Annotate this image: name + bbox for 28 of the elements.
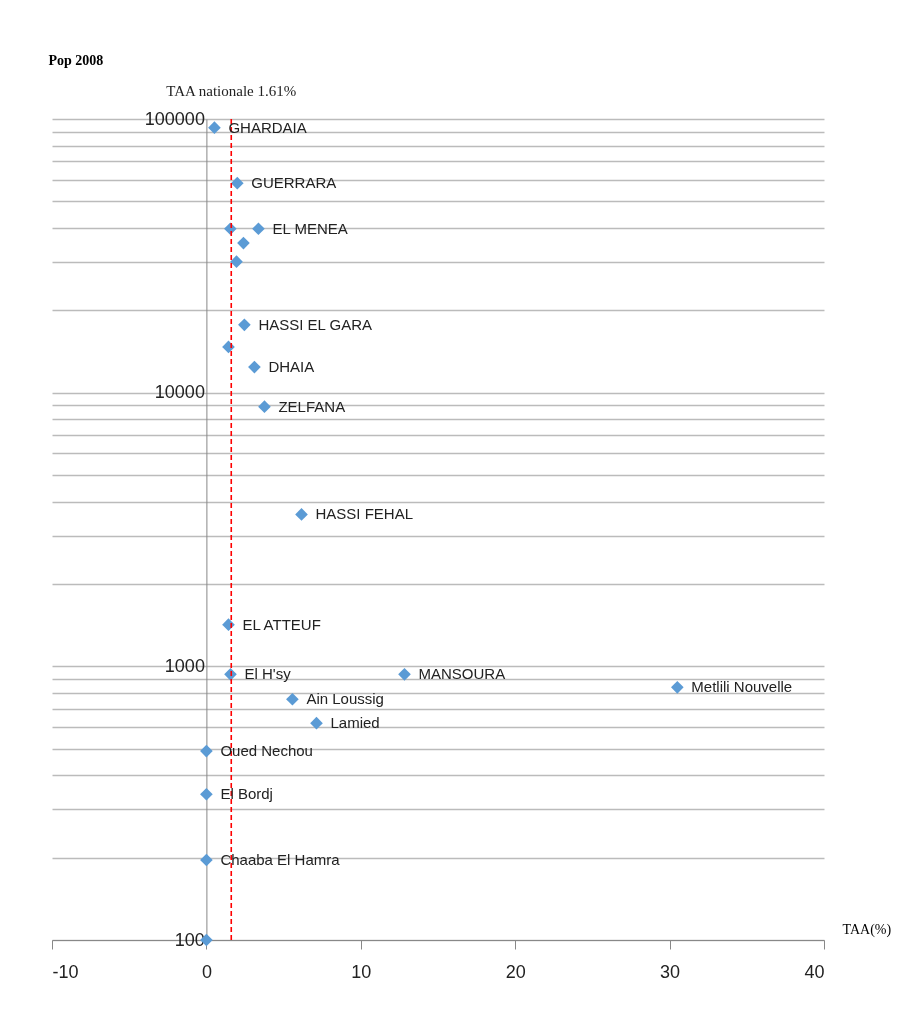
x-tick-label: 40 [804,961,825,982]
annotation: El Bordj [220,785,273,803]
y-tick-label: 10000 [154,382,205,403]
y-tick-label: 100000 [144,108,205,129]
annotation: ZELFANA [278,397,346,415]
annotation: El H'sy [244,665,292,683]
annotation: GHARDAIA [228,118,307,136]
x-tick-label: -10 [52,961,79,982]
annotation: Oued Nechou [220,742,313,760]
annotation: Lamied [330,714,380,732]
y-tick-label: 1000 [164,655,205,676]
x-tick-label: 30 [660,961,681,982]
annotation: HASSI FEHAL [315,505,414,523]
annotation: EL MENEA [272,219,348,237]
annotation: DHAIA [268,358,315,376]
x-tick-label: 10 [351,961,372,982]
annotation: HASSI EL GARA [258,315,373,333]
x-axis-title: TAA(%) [842,921,892,938]
annotation: EL ATTEUF [242,615,321,633]
annotation: Metlili Nouvelle [691,678,793,696]
annotation: Chaaba El Hamra [220,851,341,869]
x-tick-label: 20 [505,961,526,982]
annotation: GUERRARA [251,174,337,192]
annotation: MANSOURA [418,665,506,683]
ref-line-label: TAA nationale 1.61% [166,83,297,99]
annotation: Ain Loussig [306,690,384,708]
y-axis-title: Pop 2008 [48,52,104,68]
x-tick-label: 0 [201,961,212,982]
